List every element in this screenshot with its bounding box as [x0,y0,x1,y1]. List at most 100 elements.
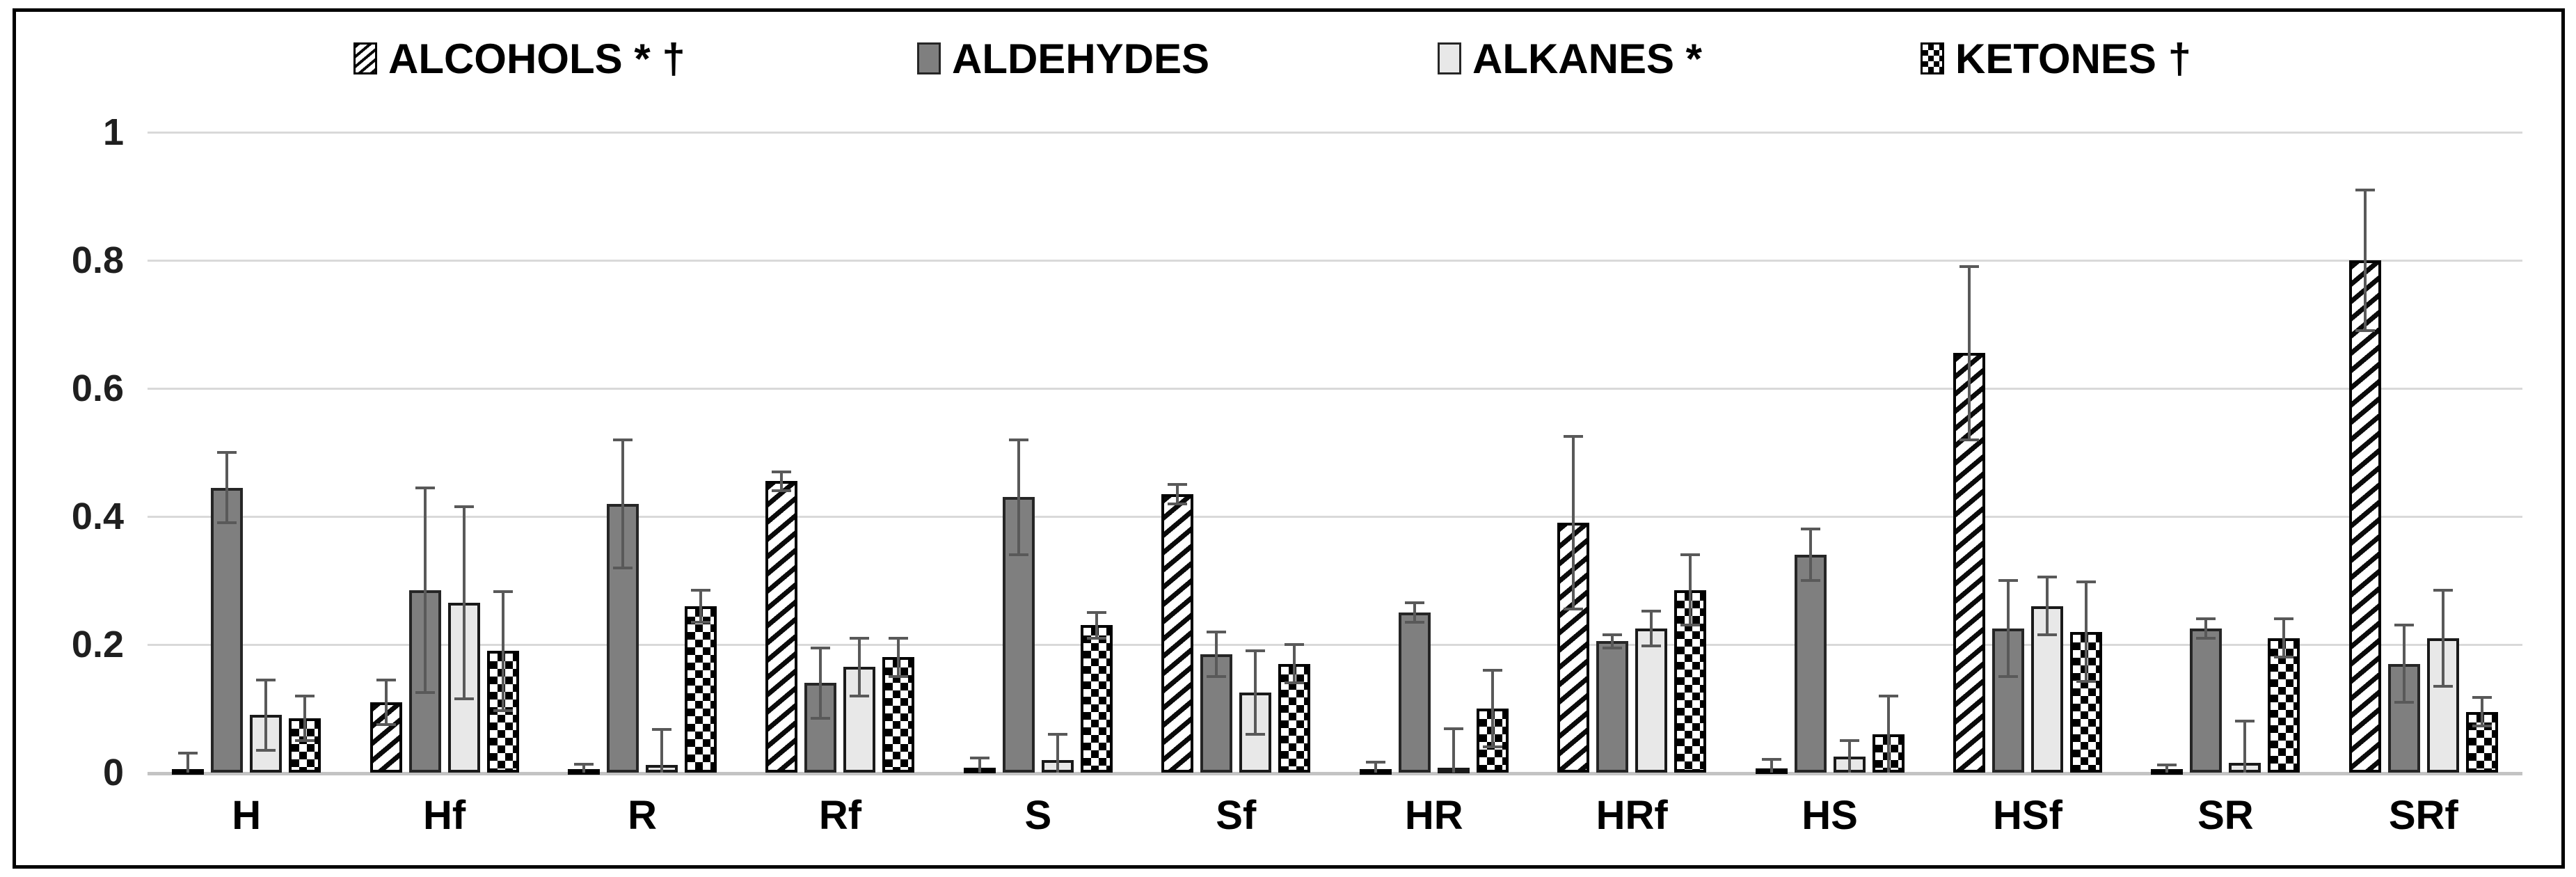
legend-swatch-aldehydes-icon [917,42,941,74]
error-bar-line [1017,439,1020,555]
error-bar-cap-bottom [691,620,711,624]
error-bar-cap-bottom [1207,675,1227,678]
error-bar-line [1572,436,1575,610]
error-bar-cap-top [1168,483,1188,486]
error-bar-cap-top [2157,763,2177,766]
error-bar-cap-bottom [1998,675,2018,678]
error-bar-line [264,679,268,750]
y-tick-label-1: 1 [102,111,124,153]
error-bar-cap-bottom [772,489,792,493]
error-bar-cap-bottom [1482,745,1502,749]
error-bar-line [2204,619,2208,638]
error-bar-cap-top [772,470,792,473]
error-bar-line [1808,529,1812,580]
error-bar-line [501,591,504,711]
error-bar-cap-top [691,588,711,592]
error-bar-line [1847,741,1851,773]
legend-item-alcohols: ALCOHOLS * † [353,31,685,86]
y-tick-label-0.8: 0.8 [71,239,124,281]
error-bar-line [2441,590,2444,686]
error-bar-cap-top [2196,617,2216,621]
error-bar-cap-bottom [2037,633,2057,637]
error-bar-cap-top [574,763,594,766]
bar-alkanes-HRf [1635,629,1668,773]
legend-label-alkanes: ALKANES * [1472,35,1703,82]
error-bar-cap-bottom [2196,636,2216,640]
x-tick-label-Hf: Hf [423,793,466,838]
error-bar-cap-top [889,636,909,640]
error-bar-cap-bottom [1603,646,1623,649]
error-bar-line [2363,189,2367,331]
bar-aldehydes-HR [1398,613,1431,773]
error-bar-cap-top [415,486,435,489]
gridline-1 [148,132,2522,134]
error-bar-cap-bottom [295,739,315,742]
legend-item-ketones: KETONES † [1921,31,2191,86]
error-bar-cap-bottom [256,748,276,752]
y-tick-label-0.2: 0.2 [71,624,124,665]
error-bar-cap-bottom [1086,636,1106,640]
error-bar-cap-top [217,451,237,454]
error-bar-cap-top [493,590,513,593]
error-bar-line [1452,729,1455,773]
error-bar-cap-top [2274,617,2294,621]
error-bar-cap-top [376,678,396,681]
bar-ketones-S [1080,625,1113,773]
bar-ketones-R [685,606,717,773]
error-bar-cap-top [1839,739,1859,742]
error-bar-cap-top [1998,579,2018,582]
x-tick-label-SRf: SRf [2388,793,2458,838]
error-bar-line [1254,651,1257,734]
error-bar-cap-bottom [850,694,870,697]
error-bar-cap-bottom [1564,608,1584,611]
error-bar-cap-top [2394,624,2414,627]
error-bar-cap-top [1207,630,1227,633]
bar-aldehydes-R [607,503,639,773]
error-bar-cap-top [2472,696,2492,700]
error-bar-line [858,638,861,696]
error-bar-line [2006,580,2010,677]
x-tick-label-HRf: HRf [1596,793,1668,838]
y-axis-labels: 0 0.2 0.4 0.6 0.8 1 [0,0,124,877]
x-tick-label-S: S [1024,793,1052,838]
x-tick-label-HSf: HSf [1993,793,2062,838]
error-bar-cap-top [613,438,633,441]
error-bar-cap-bottom [2274,656,2294,659]
error-bar-cap-bottom [1246,732,1266,736]
error-bar-line [2045,577,2049,635]
error-bar-line [621,439,625,568]
error-bar-cap-top [850,636,870,640]
x-tick-label-HS: HS [1802,793,1858,838]
error-bar-line [1293,645,1296,684]
legend-swatch-alcohols-hatch-icon [353,42,377,74]
bar-aldehydes-SR [2190,629,2223,773]
y-tick-label-0: 0 [102,752,124,793]
error-bar-line [2402,625,2406,702]
error-bar-line [186,753,190,773]
error-bar-cap-top [1443,727,1463,731]
error-bar-cap-bottom [217,521,237,525]
error-bar-line [2282,619,2286,658]
error-bar-line [2084,581,2088,682]
error-bar-line [462,507,466,700]
error-bar-cap-top [1285,643,1305,646]
error-bar-cap-top [1641,610,1662,613]
error-bar-line [1611,635,1614,648]
error-bar-line [384,679,388,725]
error-bar-line [1413,603,1416,622]
error-bar-line [1095,613,1098,638]
error-bar-cap-top [2037,576,2057,579]
legend-item-aldehydes: ALDEHYDES [917,31,1209,86]
error-bar-cap-top [454,505,474,509]
error-bar-cap-bottom [1168,502,1188,505]
error-bar-cap-top [295,694,315,697]
bar-alcohols-Sf [1161,493,1194,773]
error-bar-line [1374,762,1377,773]
bar-alcohols-Rf [765,481,798,773]
error-bar-cap-bottom [1008,553,1028,557]
error-bar-line [978,757,981,773]
error-bar-cap-top [811,646,831,649]
error-bar-cap-top [2076,580,2096,583]
x-tick-label-H: H [232,793,262,838]
bar-ketones-SR [2268,638,2300,773]
